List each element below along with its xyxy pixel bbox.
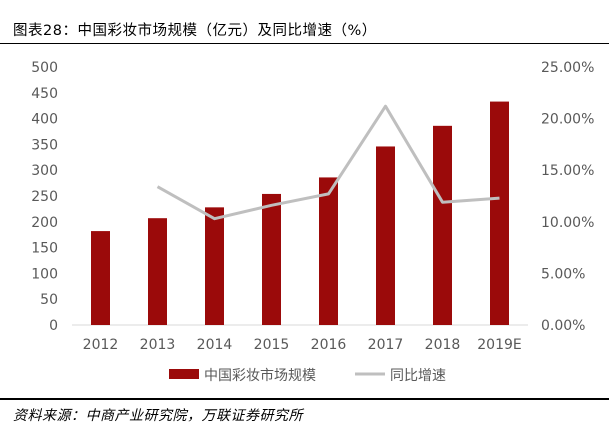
left-tick-label: 200 bbox=[31, 215, 58, 231]
left-tick-label: 350 bbox=[31, 137, 58, 153]
x-tick-label: 2013 bbox=[140, 337, 176, 353]
right-tick-label: 20.00% bbox=[541, 112, 594, 128]
legend-bar-swatch bbox=[169, 369, 199, 379]
x-tick-label: 2015 bbox=[254, 337, 290, 353]
left-tick-label: 500 bbox=[31, 60, 58, 76]
left-tick-label: 100 bbox=[31, 266, 58, 282]
legend-bar-label: 中国彩妆市场规模 bbox=[204, 367, 316, 384]
left-axis-ticks: 0 50 100 150 200 250 300 350 400 450 500 bbox=[31, 60, 58, 334]
bar-series bbox=[91, 101, 509, 326]
right-tick-label: 10.00% bbox=[541, 215, 594, 231]
right-tick-label: 15.00% bbox=[541, 163, 594, 179]
legend: 中国彩妆市场规模 同比增速 bbox=[169, 367, 446, 384]
x-tick-label: 2014 bbox=[197, 337, 233, 353]
bar-2017 bbox=[376, 146, 395, 325]
right-tick-label: 0.00% bbox=[541, 318, 585, 334]
right-axis-ticks: 0.00% 5.00% 10.00% 15.00% 20.00% 25.00% bbox=[541, 60, 594, 334]
x-axis-labels: 2012 2013 2014 2015 2016 2017 2018 2019E bbox=[83, 337, 522, 353]
bar-2019E bbox=[490, 101, 509, 326]
right-tick-label: 25.00% bbox=[541, 60, 594, 76]
bar-2014 bbox=[205, 207, 224, 325]
right-tick-label: 5.00% bbox=[541, 266, 585, 282]
source-divider bbox=[0, 398, 609, 400]
left-tick-label: 0 bbox=[49, 318, 58, 334]
title-bar: 图表28：中国彩妆市场规模（亿元）及同比增速（%） bbox=[0, 0, 609, 44]
x-tick-label: 2018 bbox=[425, 337, 461, 353]
left-tick-label: 400 bbox=[31, 112, 58, 128]
bar-2018 bbox=[433, 125, 452, 325]
left-tick-label: 150 bbox=[31, 241, 58, 257]
bar-2013 bbox=[148, 218, 167, 325]
x-tick-label: 2019E bbox=[477, 337, 521, 353]
legend-line-label: 同比增速 bbox=[390, 368, 446, 384]
bar-2015 bbox=[262, 193, 281, 325]
x-tick-label: 2016 bbox=[311, 337, 347, 353]
growth-line bbox=[156, 104, 500, 221]
x-tick-label: 2012 bbox=[83, 337, 119, 353]
left-tick-label: 450 bbox=[31, 86, 58, 102]
bar-2016 bbox=[319, 177, 338, 325]
bar-2012 bbox=[91, 231, 110, 325]
left-tick-label: 300 bbox=[31, 163, 58, 179]
source-note: 资料来源：中商产业研究院，万联证券研究所 bbox=[13, 408, 303, 424]
left-tick-label: 250 bbox=[31, 189, 58, 205]
left-tick-label: 50 bbox=[40, 292, 58, 308]
chart-title: 图表28：中国彩妆市场规模（亿元）及同比增速（%） bbox=[13, 23, 377, 39]
x-tick-label: 2017 bbox=[368, 337, 404, 353]
